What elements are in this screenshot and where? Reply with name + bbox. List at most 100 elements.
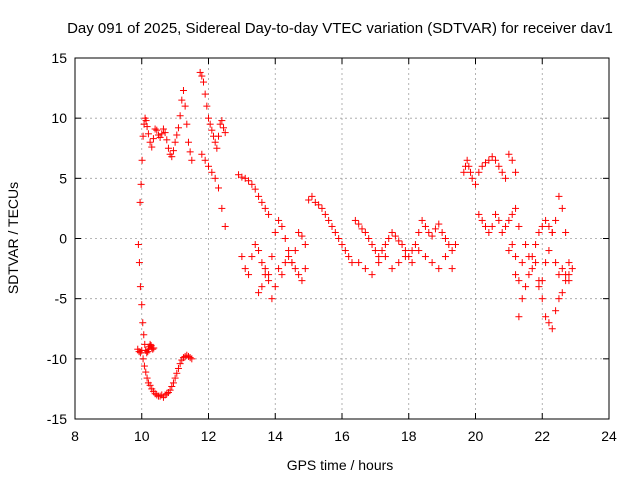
data-point bbox=[568, 265, 576, 273]
data-point bbox=[295, 271, 303, 279]
data-point bbox=[149, 135, 157, 143]
x-tick-label: 10 bbox=[134, 428, 150, 444]
data-point bbox=[208, 126, 216, 134]
data-point bbox=[268, 253, 276, 261]
data-point bbox=[512, 271, 520, 279]
data-point bbox=[348, 259, 356, 267]
data-point bbox=[325, 216, 333, 224]
data-point bbox=[335, 235, 343, 242]
data-point bbox=[176, 360, 184, 368]
data-point bbox=[548, 228, 556, 236]
data-point bbox=[168, 383, 176, 391]
data-point bbox=[345, 253, 353, 261]
y-tick-label: 10 bbox=[51, 110, 67, 126]
data-point bbox=[415, 228, 423, 236]
data-point bbox=[438, 228, 446, 236]
data-point bbox=[136, 198, 144, 206]
data-point bbox=[171, 138, 179, 146]
data-point bbox=[498, 228, 506, 236]
data-point bbox=[183, 120, 191, 128]
data-point bbox=[315, 201, 323, 209]
data-point bbox=[218, 204, 226, 212]
data-point bbox=[295, 228, 303, 236]
data-point bbox=[388, 265, 396, 273]
data-point bbox=[485, 156, 493, 164]
data-point bbox=[472, 180, 479, 188]
data-point bbox=[535, 283, 543, 291]
x-axis-label: GPS time / hours bbox=[287, 457, 394, 473]
data-point bbox=[140, 331, 148, 339]
data-point bbox=[535, 228, 543, 236]
data-point bbox=[448, 247, 456, 255]
data-point bbox=[146, 381, 154, 389]
data-point bbox=[482, 222, 490, 230]
data-point bbox=[468, 174, 476, 182]
data-point bbox=[385, 235, 393, 242]
data-point bbox=[139, 319, 147, 327]
data-point bbox=[135, 259, 143, 267]
data-point bbox=[365, 235, 373, 242]
data-point bbox=[196, 68, 204, 76]
data-point bbox=[358, 225, 366, 233]
data-point bbox=[138, 301, 146, 309]
data-point bbox=[148, 143, 156, 151]
data-point bbox=[301, 241, 309, 249]
data-point bbox=[401, 253, 409, 261]
data-point bbox=[512, 168, 520, 176]
data-point bbox=[261, 265, 269, 273]
data-point bbox=[498, 168, 506, 176]
data-point bbox=[475, 168, 483, 176]
data-point bbox=[441, 253, 449, 261]
data-point bbox=[558, 289, 566, 297]
data-point bbox=[136, 283, 144, 291]
data-point bbox=[555, 192, 563, 200]
data-point bbox=[401, 247, 409, 255]
data-point bbox=[558, 204, 566, 212]
data-point bbox=[151, 125, 159, 133]
data-point bbox=[134, 241, 142, 249]
data-point bbox=[174, 364, 182, 372]
data-point bbox=[538, 277, 546, 285]
data-point bbox=[245, 177, 253, 185]
y-tick-label: -15 bbox=[47, 411, 67, 427]
data-point bbox=[341, 247, 349, 255]
data-point bbox=[285, 253, 293, 261]
data-point bbox=[542, 313, 550, 321]
data-point bbox=[137, 180, 145, 188]
data-point bbox=[201, 156, 209, 164]
data-point bbox=[203, 102, 211, 110]
data-point bbox=[215, 184, 223, 192]
data-point bbox=[140, 362, 148, 370]
data-point bbox=[375, 253, 383, 261]
data-point bbox=[153, 126, 161, 134]
data-point bbox=[428, 232, 436, 240]
data-point bbox=[275, 265, 283, 273]
data-point bbox=[495, 162, 503, 170]
data-point bbox=[338, 241, 346, 249]
data-point bbox=[388, 228, 396, 236]
data-point bbox=[166, 386, 174, 394]
data-point bbox=[288, 259, 296, 267]
data-point bbox=[258, 198, 266, 206]
data-point bbox=[208, 168, 216, 176]
data-point bbox=[156, 133, 164, 141]
data-point bbox=[448, 265, 456, 273]
data-point bbox=[308, 192, 316, 200]
data-point bbox=[251, 185, 259, 193]
data-point bbox=[169, 147, 177, 155]
data-point bbox=[261, 271, 269, 279]
data-point bbox=[548, 325, 556, 333]
data-point bbox=[522, 241, 530, 249]
x-tick-label: 24 bbox=[601, 428, 617, 444]
y-tick-label: -10 bbox=[47, 351, 67, 367]
data-point bbox=[281, 259, 289, 267]
data-point bbox=[381, 241, 389, 249]
data-point bbox=[173, 131, 181, 139]
data-point bbox=[488, 153, 496, 161]
data-point bbox=[258, 259, 266, 267]
data-point bbox=[538, 222, 546, 230]
data-point bbox=[164, 144, 172, 152]
plot-frame bbox=[74, 57, 610, 420]
data-point bbox=[508, 210, 516, 218]
